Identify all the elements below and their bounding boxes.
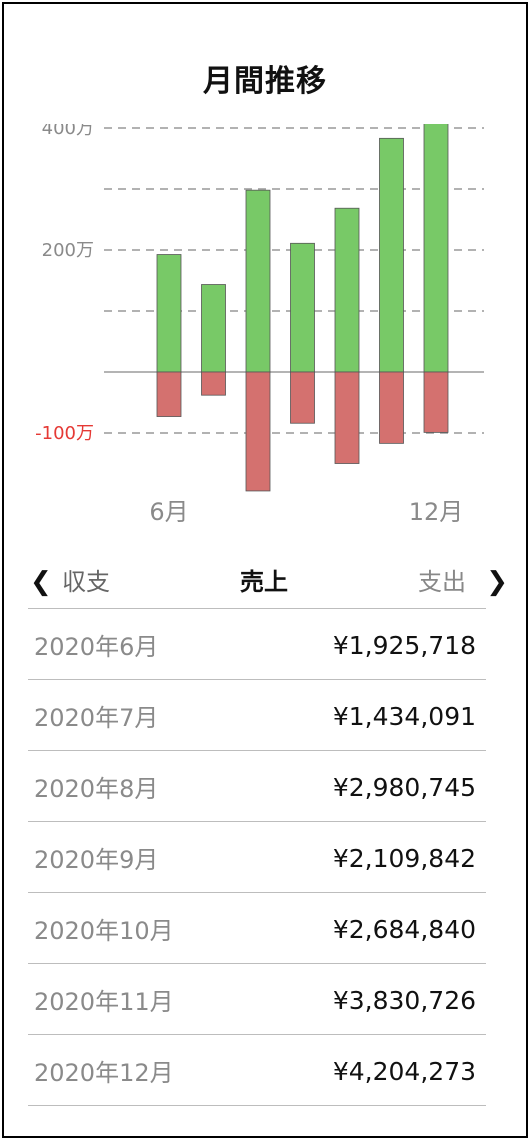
list-item-month: 2020年7月 [34, 704, 159, 732]
list-item[interactable]: 2020年7月 ¥1,434,091 [28, 679, 486, 750]
monthly-trend-chart: 400万 200万 -100万 6月 12月 [35, 124, 484, 526]
list-item-amount: ¥1,434,091 [332, 702, 476, 731]
tab-balance[interactable]: 収支 [62, 568, 110, 596]
sales-bar [334, 207, 360, 373]
sales-bar [379, 137, 404, 373]
expense-bar [245, 371, 271, 492]
list-item-month: 2020年8月 [34, 775, 159, 803]
list-item[interactable]: 2020年9月 ¥2,109,842 [28, 821, 486, 892]
list-item-month: 2020年10月 [34, 917, 174, 945]
list-item-amount: ¥2,684,840 [332, 915, 476, 944]
chevron-right-icon[interactable]: ❯ [486, 567, 508, 597]
tab-sales[interactable]: 売上 [240, 568, 288, 596]
list-item-month: 2020年11月 [34, 988, 174, 1016]
expense-bar [423, 371, 449, 433]
y-tick-label: -100万 [35, 423, 94, 444]
list-item-month: 2020年12月 [34, 1059, 174, 1087]
expense-bar [201, 371, 226, 396]
sales-bar [423, 124, 449, 373]
list-item-amount: ¥3,830,726 [332, 986, 476, 1015]
y-tick-label: 400万 [42, 124, 94, 139]
y-tick-label: 200万 [42, 240, 94, 261]
sales-bar [245, 189, 271, 373]
expense-bar [290, 371, 315, 424]
x-tick-label: 12月 [409, 498, 464, 526]
tab-navigation: ❮ 収支 売上 支出 ❯ [4, 560, 526, 604]
list-item[interactable]: 2020年6月 ¥1,925,718 [28, 608, 486, 679]
list-item[interactable]: 2020年10月 ¥2,684,840 [28, 892, 486, 963]
expense-bar [156, 371, 182, 417]
expense-bar [334, 371, 360, 464]
list-item-amount: ¥2,980,745 [332, 773, 476, 802]
list-item[interactable]: 2020年11月 ¥3,830,726 [28, 963, 486, 1034]
list-item-month: 2020年9月 [34, 846, 159, 874]
monthly-list: 2020年6月 ¥1,925,718 2020年7月 ¥1,434,091 20… [28, 608, 486, 1106]
list-item[interactable]: 2020年12月 ¥4,204,273 [28, 1034, 486, 1106]
chevron-left-icon[interactable]: ❮ [30, 567, 52, 597]
list-item-amount: ¥4,204,273 [332, 1057, 476, 1086]
page-title: 月間推移 [203, 64, 327, 99]
list-item-amount: ¥2,109,842 [332, 844, 476, 873]
tab-expense[interactable]: 支出 [418, 568, 466, 596]
list-item-amount: ¥1,925,718 [332, 631, 476, 660]
sales-bar [156, 254, 182, 373]
expense-bar [379, 371, 404, 444]
list-item-month: 2020年6月 [34, 633, 159, 661]
x-tick-label: 6月 [149, 498, 188, 526]
list-item[interactable]: 2020年8月 ¥2,980,745 [28, 750, 486, 821]
sales-bar [290, 242, 315, 373]
sales-bar [201, 284, 226, 373]
